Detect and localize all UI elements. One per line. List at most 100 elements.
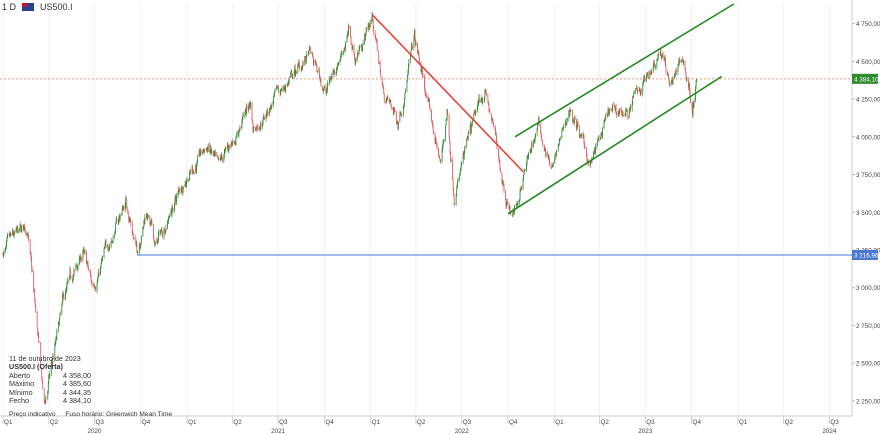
candle-body <box>421 69 423 71</box>
candle-body <box>298 62 300 64</box>
current-price-label: 4 384,10 <box>854 76 879 83</box>
candle-body <box>259 127 261 131</box>
candle-body <box>530 150 532 152</box>
candle-body <box>481 97 483 103</box>
candle-body <box>350 28 351 37</box>
candle-body <box>644 77 646 82</box>
candle-body <box>124 205 126 211</box>
candle-body <box>151 220 153 225</box>
candle-body <box>485 90 487 94</box>
candle-body <box>350 36 352 44</box>
candle-body <box>146 215 148 219</box>
candle-body <box>431 119 433 123</box>
candle-body <box>43 388 45 401</box>
candle-body <box>517 202 518 205</box>
candle-body <box>681 58 683 62</box>
candle-body <box>290 72 292 78</box>
candle-body <box>633 91 635 93</box>
candle-body <box>347 33 348 37</box>
candle-body <box>429 99 430 108</box>
candle-body <box>618 111 620 115</box>
candle-body <box>186 180 187 186</box>
candle-body <box>621 109 623 115</box>
candle-body <box>512 209 514 215</box>
candle-body <box>568 110 570 119</box>
candle-body <box>171 210 172 215</box>
candle-body <box>379 63 381 72</box>
candle-body <box>535 133 537 137</box>
candle-body <box>455 195 457 205</box>
channel-upper-line <box>514 3 735 138</box>
candle-body <box>294 66 296 75</box>
candle-body <box>45 398 47 404</box>
candle-body <box>685 69 686 73</box>
candle-body <box>601 133 602 134</box>
candle-body <box>351 44 353 50</box>
candle-body <box>499 162 501 170</box>
candle-body <box>626 110 628 117</box>
candle-body <box>218 158 220 161</box>
symbol-label[interactable]: US500.I <box>40 2 73 12</box>
candle-body <box>531 143 533 151</box>
candle-body <box>474 113 476 115</box>
timeframe-label[interactable]: 1 D <box>2 2 17 12</box>
candle-body <box>248 105 250 110</box>
candle-body <box>361 46 363 51</box>
candle-body <box>352 45 353 50</box>
candle-body <box>341 52 343 55</box>
candle-body <box>438 148 439 157</box>
candle-body <box>207 144 209 152</box>
candle-body <box>675 70 677 74</box>
candle-body <box>487 102 489 104</box>
candle-body <box>171 206 173 215</box>
info-date: 11 de outubro de 2023 <box>9 354 81 363</box>
candle-body <box>652 64 654 71</box>
candle-body <box>65 290 67 294</box>
candle-body <box>37 334 39 335</box>
candle-body <box>543 144 545 149</box>
candle-body <box>540 132 542 138</box>
candle-body <box>267 112 269 115</box>
candle-body <box>448 114 450 137</box>
candle-body <box>298 62 300 67</box>
candle-body <box>234 142 236 144</box>
candle-body <box>168 217 170 219</box>
candle-body <box>544 148 546 152</box>
candle-body <box>454 204 456 205</box>
candle-body <box>616 112 618 115</box>
candle-body <box>42 381 44 389</box>
candle-body <box>355 58 357 63</box>
candle-body <box>112 241 114 243</box>
candle-body <box>557 144 559 150</box>
x-tick-label: Q3 <box>830 419 839 426</box>
candle-body <box>399 114 401 122</box>
candle-body <box>593 150 595 155</box>
candle-body <box>228 144 230 148</box>
candle-body <box>327 83 328 91</box>
candle-body <box>678 64 679 66</box>
candle-body <box>94 286 96 288</box>
candle-body <box>183 186 184 188</box>
candle-body <box>27 234 29 236</box>
candle-body <box>311 53 313 55</box>
candle-body <box>98 271 99 277</box>
candle-body <box>393 108 395 110</box>
candle-body <box>665 58 666 67</box>
candle-body <box>433 129 434 134</box>
footer-note: Preço indicativo Fuso horário: Greenwich… <box>9 411 180 418</box>
candle-body <box>498 156 500 160</box>
candle-body <box>467 138 469 140</box>
candle-body <box>197 156 199 163</box>
candle-body <box>50 362 52 373</box>
candle-body <box>607 114 608 116</box>
candle-body <box>642 83 644 94</box>
candle-body <box>8 234 10 235</box>
candle-body <box>426 96 427 97</box>
candle-body <box>104 247 105 249</box>
candle-body <box>637 91 639 92</box>
candle-body <box>153 236 155 241</box>
flag-icon <box>22 3 35 11</box>
candle-body <box>434 133 436 144</box>
info-row: Máximo 4 385,60 <box>9 379 91 388</box>
